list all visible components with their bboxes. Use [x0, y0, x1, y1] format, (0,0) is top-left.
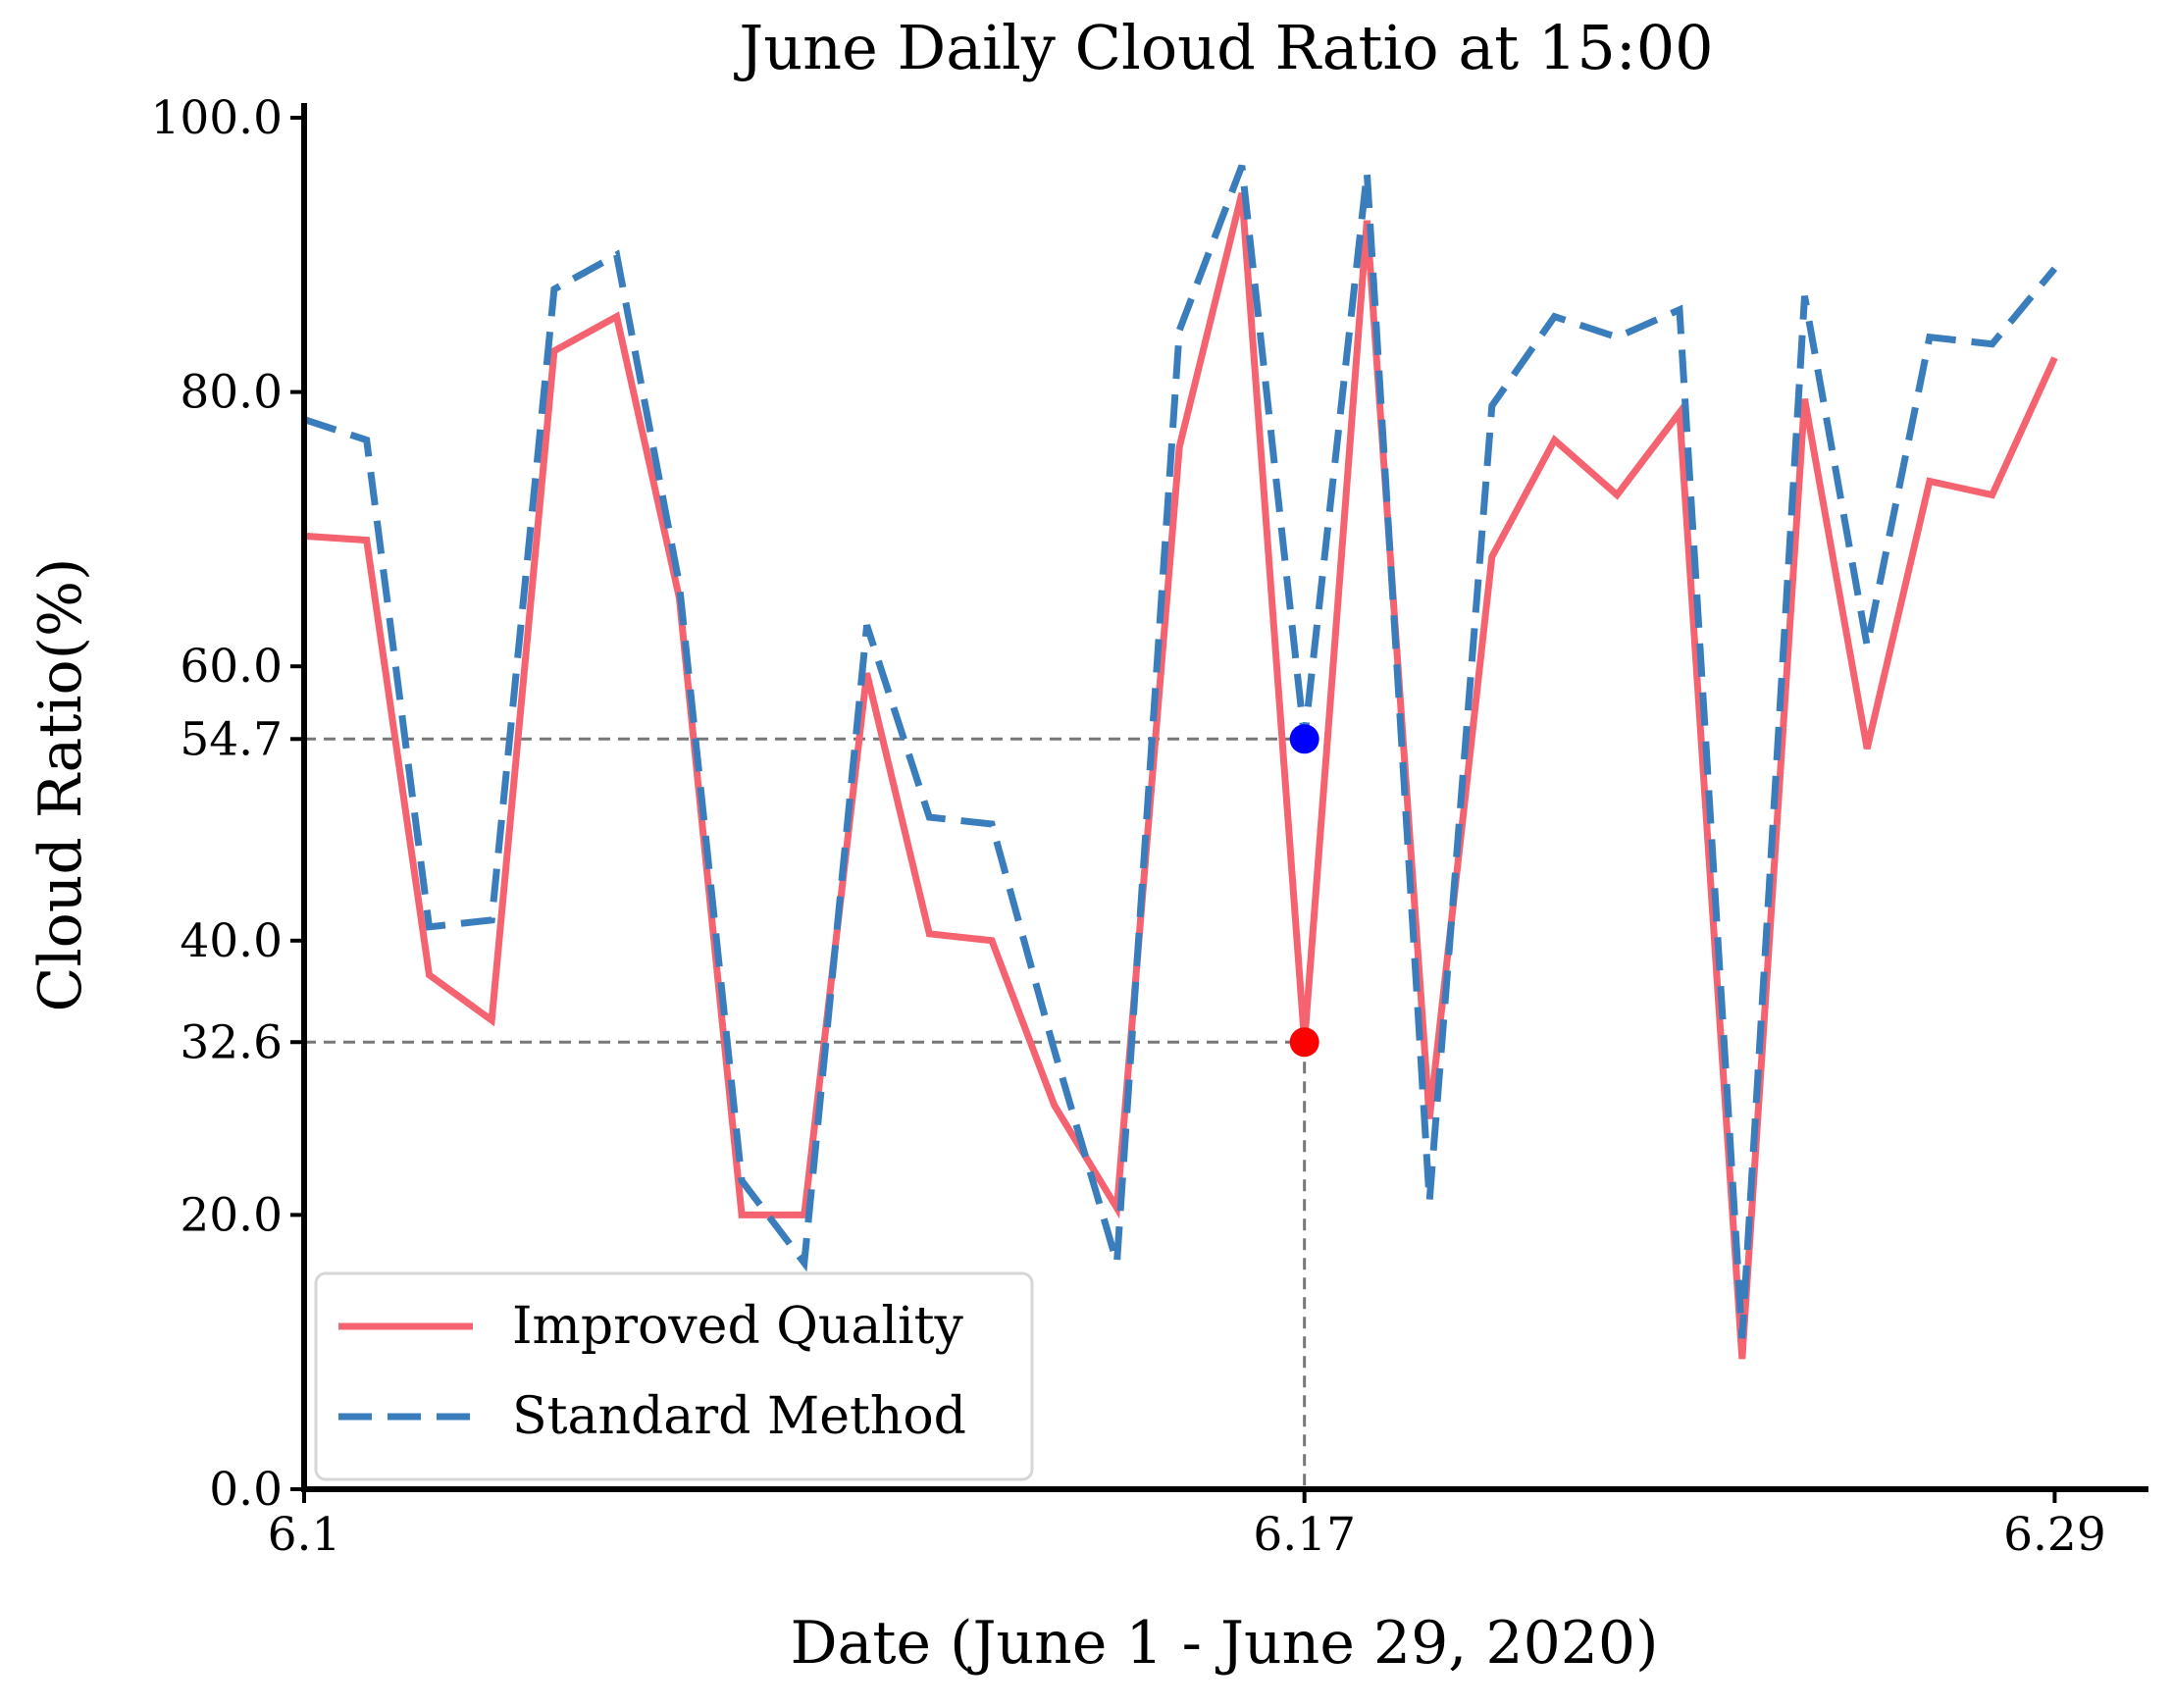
highlight-point-1	[1289, 1027, 1319, 1058]
y-tick-label-2: 32.6	[180, 1015, 283, 1069]
legend-label-0: Improved Quality	[512, 1297, 964, 1356]
y-ticks: 0.0 20.0 32.6 40.0 54.7 60.0 80.0 100.0	[150, 91, 304, 1517]
y-tick-label-4: 54.7	[180, 712, 283, 766]
y-tick-label-6: 80.0	[180, 366, 283, 420]
legend-box	[314, 1271, 1034, 1481]
y-tick-label-1: 20.0	[180, 1188, 283, 1242]
axes	[301, 103, 2148, 1492]
y-tick-label-0: 0.0	[209, 1463, 283, 1517]
x-axis-label: Date (June 1 - June 29, 2020)	[791, 1609, 1659, 1678]
series-layer	[302, 164, 2058, 1360]
x-tick-label-0: 6.1	[268, 1508, 341, 1562]
x-tick-label-1: 6.17	[1253, 1508, 1356, 1562]
x-tick-label-2: 6.29	[2003, 1508, 2106, 1562]
y-axis-label: Cloud Ratio(%)	[26, 558, 95, 1012]
chart-title: June Daily Cloud Ratio at 15:00	[733, 12, 1713, 83]
y-tick-label-7: 100.0	[150, 91, 283, 145]
y-tick-label-5: 60.0	[180, 640, 283, 694]
highlight-point-0	[1289, 724, 1319, 754]
highlight-markers	[1289, 724, 1319, 1058]
y-tick-label-3: 40.0	[180, 914, 283, 968]
series-line-1	[302, 164, 2058, 1339]
legend-label-1: Standard Method	[512, 1387, 966, 1446]
x-ticks: 6.1 6.17 6.29	[268, 1489, 2106, 1562]
legend: Improved Quality Standard Method	[314, 1271, 1034, 1481]
reference-guides	[304, 737, 1307, 1489]
